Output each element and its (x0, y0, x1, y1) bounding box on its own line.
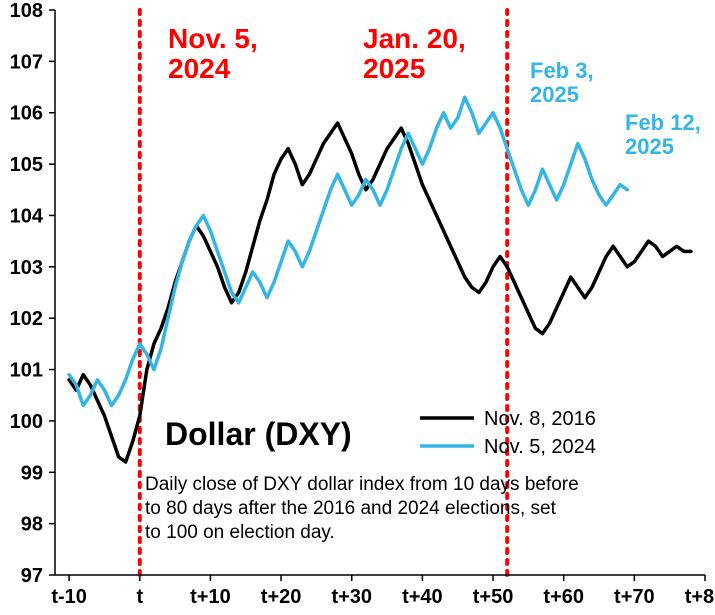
annotation-feb3: 2025 (530, 82, 579, 107)
annotation-inauguration-2025: Jan. 20, (363, 23, 466, 54)
y-tick-label: 106 (10, 103, 43, 125)
chart-subtitle: to 80 days after the 2016 and 2024 elect… (145, 498, 557, 519)
y-tick-label: 108 (10, 0, 43, 22)
x-tick-label: t-10 (51, 586, 87, 608)
y-tick-label: 103 (10, 257, 43, 279)
annotation-election-2024: 2024 (168, 53, 231, 84)
x-tick-label: t+80 (685, 586, 715, 608)
x-tick-label: t+70 (614, 586, 655, 608)
y-tick-label: 97 (21, 565, 43, 587)
x-tick-label: t+30 (331, 586, 372, 608)
y-tick-label: 107 (10, 51, 43, 73)
y-tick-label: 102 (10, 308, 43, 330)
chart-title: Dollar (DXY) (165, 416, 352, 452)
x-tick-label: t+50 (473, 586, 514, 608)
x-tick-label: t+60 (543, 586, 584, 608)
chart-subtitle: to 100 on election day. (145, 522, 335, 543)
x-tick-label: t+20 (261, 586, 302, 608)
y-tick-label: 105 (10, 154, 43, 176)
x-tick-label: t+40 (402, 586, 443, 608)
y-tick-label: 100 (10, 411, 43, 433)
chart-subtitle: Daily close of DXY dollar index from 10 … (145, 474, 579, 495)
annotation-feb3: Feb 3, (530, 58, 594, 83)
legend-label: Nov. 5, 2024 (484, 436, 596, 458)
legend-label: Nov. 8, 2016 (484, 408, 596, 430)
y-tick-label: 101 (10, 360, 43, 382)
y-tick-label: 99 (21, 462, 43, 484)
annotation-inauguration-2025: 2025 (363, 53, 425, 84)
x-tick-label: t+10 (190, 586, 231, 608)
x-tick-label: t (136, 586, 143, 608)
dxy-dollar-chart: 97 98 99 100 101 102 103 104 105 106 107 108 t-10 t t+… (0, 0, 715, 615)
chart-svg: 97 98 99 100 101 102 103 104 105 106 107 108 t-10 t t+… (0, 0, 715, 615)
y-tick-label: 104 (10, 205, 44, 227)
annotation-election-2024: Nov. 5, (168, 23, 258, 54)
y-tick-label: 98 (21, 514, 43, 536)
annotation-feb12: Feb 12, (625, 110, 701, 135)
annotation-feb12: 2025 (625, 134, 674, 159)
